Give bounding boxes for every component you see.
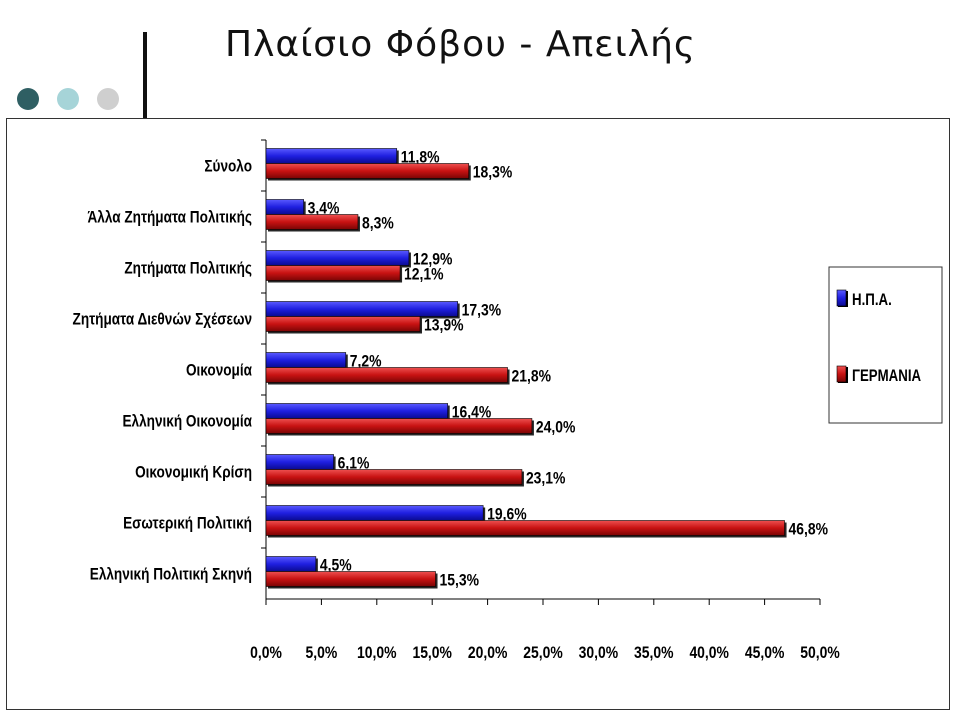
bar-usa (265, 148, 398, 164)
category-label: Εσωτερική Πολιτική (123, 514, 252, 533)
data-label: 6,1% (338, 454, 370, 473)
data-label: 46,8% (789, 520, 829, 539)
bar-usa (265, 505, 484, 521)
data-label: 23,1% (526, 469, 566, 488)
data-label: 24,0% (536, 418, 576, 437)
bar-germany (265, 571, 436, 587)
x-tick-label: 30,0% (579, 644, 619, 663)
bar-usa (265, 403, 449, 419)
data-label: 3,4% (308, 199, 340, 218)
x-tick-label: 0,0% (250, 644, 282, 663)
bar-usa (265, 352, 347, 368)
data-label: 15,3% (440, 571, 480, 590)
category-label: Ζητήματα Διεθνών Σχέσεων (73, 310, 252, 329)
decor-dot-light (57, 88, 79, 110)
category-label: Άλλα Ζητήματα Πολιτικής (87, 208, 252, 227)
x-tick-label: 10,0% (357, 644, 397, 663)
data-label: 7,2% (350, 352, 382, 371)
bar-germany (265, 214, 359, 230)
bar-usa (265, 250, 410, 266)
x-tick-label: 25,0% (523, 644, 563, 663)
bar-germany (265, 163, 470, 179)
data-label: 8,3% (362, 214, 394, 233)
bar-germany (265, 469, 523, 485)
data-label: 17,3% (462, 301, 502, 320)
bar-usa (265, 199, 304, 215)
category-label: Σύνολο (204, 157, 252, 176)
data-label: 21,8% (512, 367, 552, 386)
category-label: Οικονομική Κρίση (135, 463, 252, 482)
chart-frame (6, 118, 950, 710)
x-tick-label: 20,0% (468, 644, 508, 663)
x-tick-label: 35,0% (634, 644, 674, 663)
legend-swatch (836, 289, 847, 307)
category-label: Ζητήματα Πολιτικής (124, 259, 252, 278)
legend-label: ΓΕΡΜΑΝΙΑ (852, 367, 921, 386)
data-label: 18,3% (473, 163, 513, 182)
category-label: Οικονομία (186, 361, 253, 380)
data-label: 11,8% (401, 148, 440, 167)
decor-dot-dark (17, 88, 39, 110)
category-label: Ελληνική Πολιτική Σκηνή (90, 565, 252, 584)
bar-germany (265, 520, 785, 536)
decor-dot-grey (97, 88, 119, 110)
x-tick-label: 40,0% (689, 644, 729, 663)
legend-label: Η.Π.Α. (852, 291, 892, 310)
bar-germany (265, 316, 421, 332)
data-label: 4,5% (320, 556, 352, 575)
bar-usa (265, 301, 458, 317)
x-tick-label: 50,0% (800, 644, 840, 663)
bar-germany (265, 367, 508, 383)
legend-swatch (836, 365, 847, 383)
data-label: 12,9% (413, 250, 453, 269)
data-label: 12,1% (404, 265, 444, 284)
bar-germany (265, 265, 401, 281)
bar-germany (265, 418, 533, 434)
x-tick-label: 15,0% (412, 644, 452, 663)
data-label: 13,9% (424, 316, 464, 335)
data-label: 16,4% (452, 403, 492, 422)
slide-title: Πλαίσιο Φόβου - Απειλής (225, 24, 697, 65)
x-tick-label: 5,0% (306, 644, 338, 663)
bar-usa (265, 556, 317, 572)
legend: Η.Π.Α. ΓΕΡΜΑΝΙΑ (828, 266, 943, 424)
bar-usa (265, 454, 334, 470)
title-divider (143, 32, 147, 118)
x-tick-label: 45,0% (745, 644, 785, 663)
data-label: 19,6% (487, 505, 527, 524)
category-label: Ελληνική Οικονομία (123, 412, 253, 431)
